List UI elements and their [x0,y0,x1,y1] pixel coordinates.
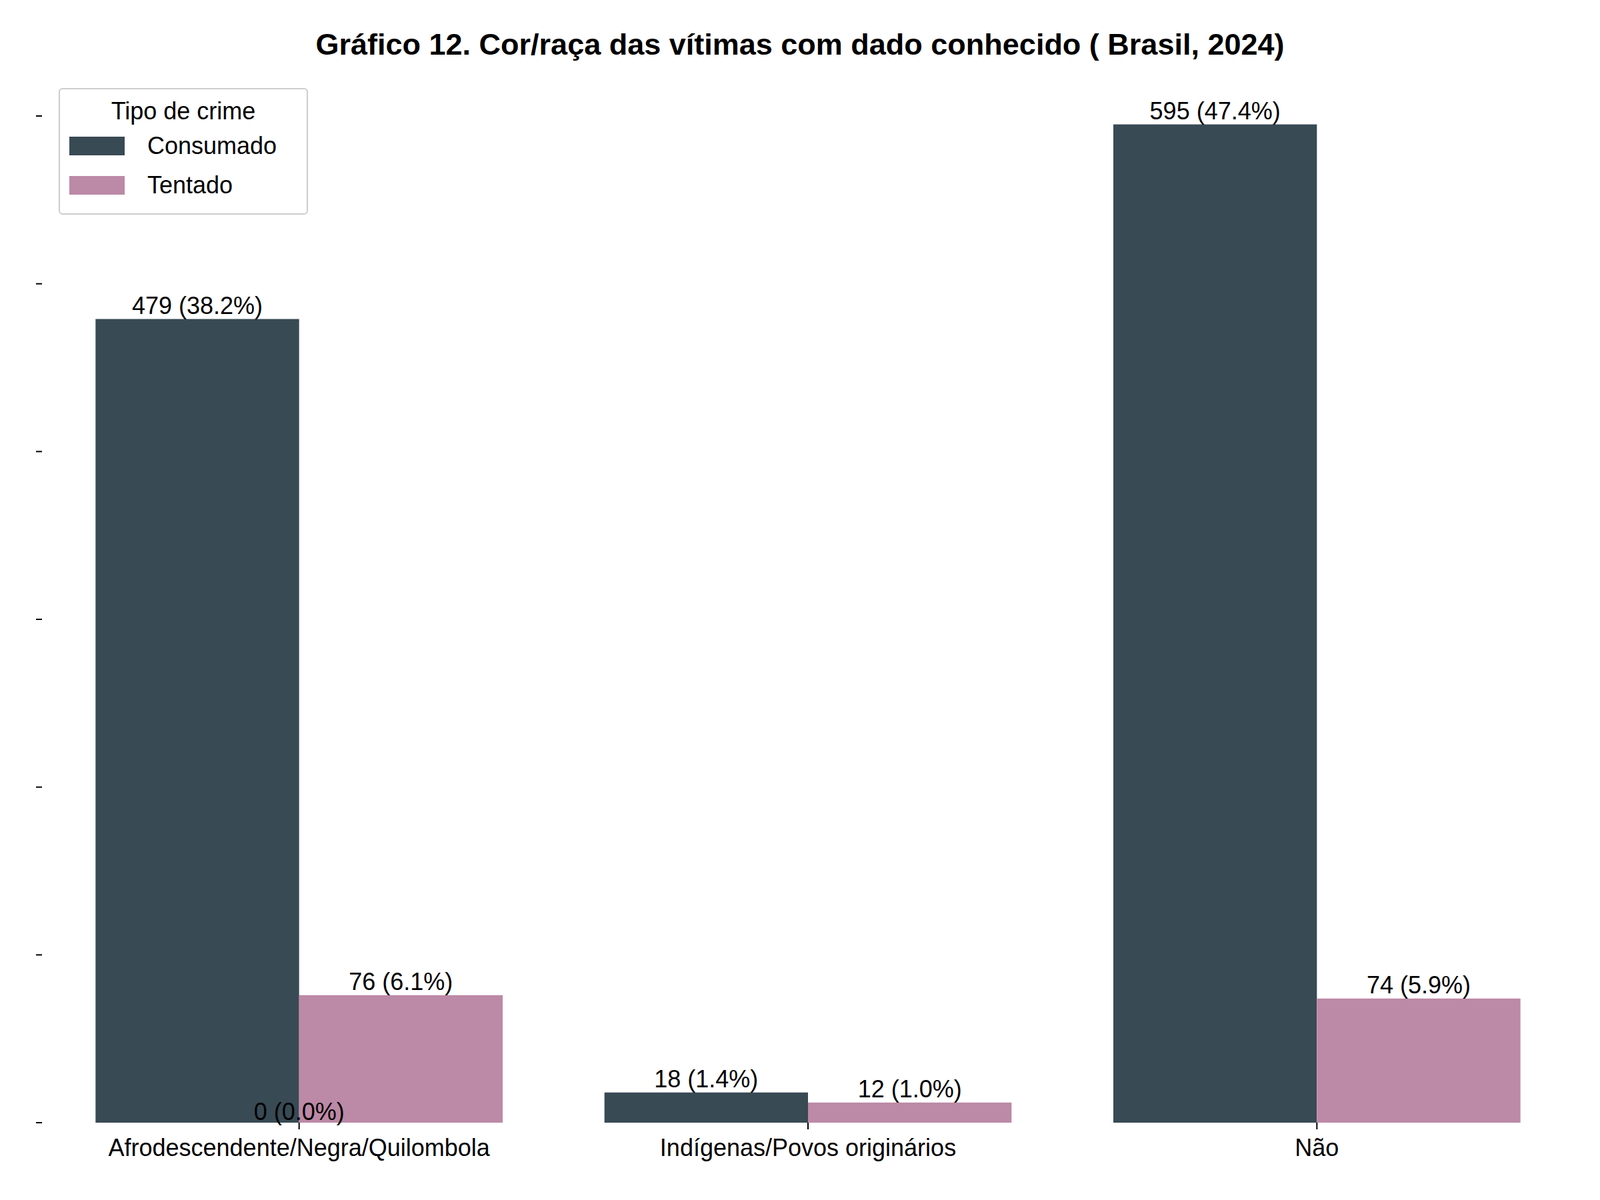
bars [95,124,1520,1123]
legend-box [59,88,308,214]
y-tick [36,450,42,452]
data-label: 12 (1.0%) [858,1075,962,1103]
bar [1113,124,1317,1123]
data-label: 76 (6.1%) [348,968,453,996]
legend-label: Tentado [147,171,233,199]
x-tick-label: Afrodescendente/Negra/Quilombola [108,1134,490,1162]
data-label: 74 (5.9%) [1366,971,1471,999]
legend-title: Tipo de crime [111,97,256,125]
y-tick [36,283,42,285]
y-tick [36,954,42,956]
data-label: 479 (38.2%) [132,292,263,320]
x-tick-label: Indígenas/Povos originários [660,1134,956,1162]
data-label: 18 (1.4%) [654,1065,758,1093]
y-tick [36,618,42,620]
legend-swatch [69,176,125,195]
legend-label: Consumado [147,132,277,160]
bar [95,319,299,1123]
bar [604,1092,808,1123]
title: Gráfico 12. Cor/raça das vítimas com dad… [315,27,1284,62]
bar [1316,998,1520,1123]
y-tick [36,786,42,788]
y-tick [36,1122,42,1124]
chart: Gráfico 12. Cor/raça das vítimas com dad… [0,0,1600,1200]
data-label: 595 (47.4%) [1150,97,1281,125]
annotation: 0 (0.0%) [254,1098,345,1126]
x-tick [807,1122,809,1130]
legend: Tipo de crime Consumado Tentado [59,88,308,214]
x-tick-label: Não [1294,1134,1339,1162]
legend-swatch [69,136,125,156]
x-tick [1316,1122,1318,1130]
y-tick [36,115,42,117]
bar [808,1102,1012,1123]
